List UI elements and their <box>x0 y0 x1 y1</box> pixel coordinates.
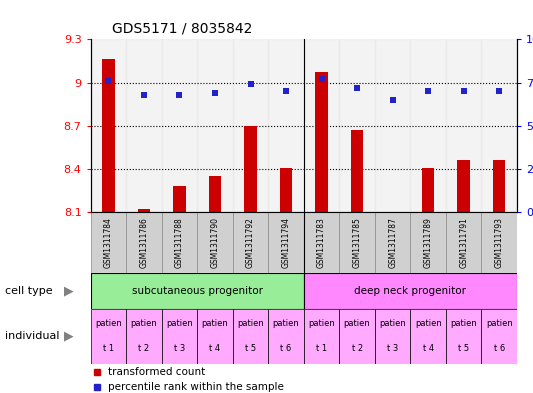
Text: patien: patien <box>273 320 300 329</box>
Text: GSM1311787: GSM1311787 <box>388 217 397 268</box>
Bar <box>209 176 221 212</box>
Bar <box>340 39 375 212</box>
Text: t 4: t 4 <box>423 343 434 353</box>
Text: individual: individual <box>5 331 60 341</box>
Bar <box>316 72 328 212</box>
Text: GSM1311791: GSM1311791 <box>459 217 468 268</box>
Bar <box>161 39 197 212</box>
Bar <box>268 309 304 364</box>
Text: patien: patien <box>308 320 335 329</box>
Bar <box>138 209 150 212</box>
Bar <box>422 167 434 212</box>
Text: t 5: t 5 <box>458 343 469 353</box>
Text: patien: patien <box>237 320 264 329</box>
Bar <box>126 212 161 273</box>
Text: GSM1311789: GSM1311789 <box>424 217 433 268</box>
Bar <box>173 186 185 212</box>
Text: GSM1311794: GSM1311794 <box>281 217 290 268</box>
Bar <box>126 309 161 364</box>
Text: GSM1311785: GSM1311785 <box>353 217 361 268</box>
Text: patien: patien <box>486 320 513 329</box>
Text: t 3: t 3 <box>174 343 185 353</box>
Text: t 4: t 4 <box>209 343 221 353</box>
Text: deep neck progenitor: deep neck progenitor <box>354 286 466 296</box>
Bar <box>91 212 126 273</box>
Text: patien: patien <box>450 320 477 329</box>
Bar <box>233 309 268 364</box>
Bar <box>304 273 517 309</box>
Bar <box>481 309 517 364</box>
Text: t 6: t 6 <box>280 343 292 353</box>
Text: cell type: cell type <box>5 286 53 296</box>
Text: GSM1311788: GSM1311788 <box>175 217 184 268</box>
Text: GDS5171 / 8035842: GDS5171 / 8035842 <box>112 21 252 35</box>
Text: patien: patien <box>95 320 122 329</box>
Bar <box>375 39 410 212</box>
Text: t 2: t 2 <box>352 343 362 353</box>
Bar <box>102 59 115 212</box>
Text: GSM1311783: GSM1311783 <box>317 217 326 268</box>
Text: t 3: t 3 <box>387 343 398 353</box>
Bar <box>340 212 375 273</box>
Bar <box>268 39 304 212</box>
Bar <box>91 273 304 309</box>
Bar <box>161 309 197 364</box>
Text: patien: patien <box>415 320 441 329</box>
Bar <box>375 212 410 273</box>
Bar <box>91 39 126 212</box>
Text: transformed count: transformed count <box>108 367 205 377</box>
Text: GSM1311784: GSM1311784 <box>104 217 113 268</box>
Bar <box>126 39 161 212</box>
Bar <box>91 309 126 364</box>
Text: t 6: t 6 <box>494 343 505 353</box>
Bar <box>304 39 340 212</box>
Bar <box>446 39 481 212</box>
Text: ▶: ▶ <box>64 284 74 298</box>
Text: GSM1311793: GSM1311793 <box>495 217 504 268</box>
Text: GSM1311792: GSM1311792 <box>246 217 255 268</box>
Bar <box>493 160 505 212</box>
Bar <box>446 212 481 273</box>
Text: patien: patien <box>131 320 157 329</box>
Bar <box>280 167 292 212</box>
Bar <box>161 212 197 273</box>
Bar <box>481 39 517 212</box>
Bar <box>197 39 233 212</box>
Text: t 5: t 5 <box>245 343 256 353</box>
Bar <box>233 212 268 273</box>
Text: patien: patien <box>201 320 228 329</box>
Text: subcutaneous progenitor: subcutaneous progenitor <box>132 286 263 296</box>
Bar <box>375 309 410 364</box>
Bar <box>304 212 340 273</box>
Text: patien: patien <box>379 320 406 329</box>
Bar <box>446 309 481 364</box>
Text: t 2: t 2 <box>139 343 149 353</box>
Text: t 1: t 1 <box>103 343 114 353</box>
Bar <box>197 212 233 273</box>
Text: t 1: t 1 <box>316 343 327 353</box>
Text: percentile rank within the sample: percentile rank within the sample <box>108 382 284 391</box>
Bar <box>233 39 268 212</box>
Text: GSM1311786: GSM1311786 <box>140 217 148 268</box>
Bar <box>340 309 375 364</box>
Text: patien: patien <box>344 320 370 329</box>
Bar <box>244 126 257 212</box>
Bar <box>457 160 470 212</box>
Text: ▶: ▶ <box>64 329 74 343</box>
Text: patien: patien <box>166 320 193 329</box>
Bar <box>410 309 446 364</box>
Bar <box>410 212 446 273</box>
Bar <box>481 212 517 273</box>
Bar <box>197 309 233 364</box>
Bar <box>304 309 340 364</box>
Bar <box>410 39 446 212</box>
Text: GSM1311790: GSM1311790 <box>211 217 220 268</box>
Bar <box>351 130 364 212</box>
Bar <box>268 212 304 273</box>
